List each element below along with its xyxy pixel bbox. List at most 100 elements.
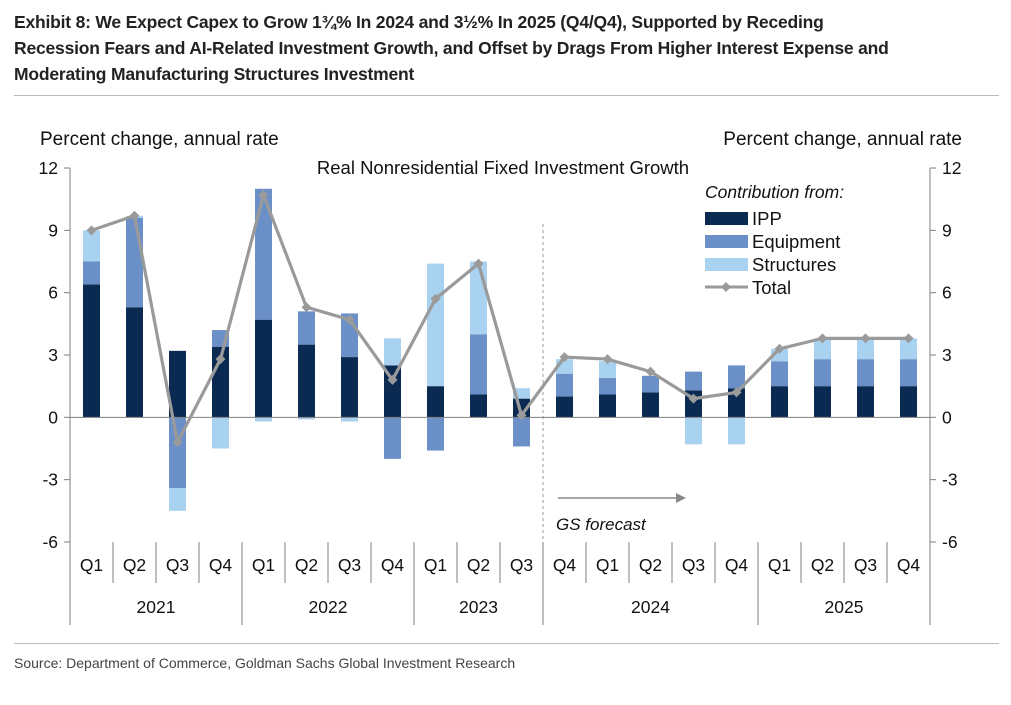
y-tick-label-left-5: -3 — [42, 470, 58, 490]
bottom-divider — [14, 643, 999, 644]
bar-equipment-18 — [857, 359, 874, 387]
exhibit-title-line-1: Exhibit 8: We Expect Capex to Grow 1¾% I… — [14, 12, 824, 32]
forecast-arrow-head — [676, 493, 686, 503]
bar-structures-19 — [900, 338, 917, 360]
bar-structures-10 — [513, 388, 530, 399]
legend-label-structures: Structures — [752, 254, 836, 275]
bar-ipp-4 — [255, 319, 272, 418]
bar-ipp-19 — [900, 386, 917, 418]
y-axis-label-right: Percent change, annual rate — [723, 129, 962, 150]
forecast-label: GS forecast — [556, 515, 647, 534]
source-note: Source: Department of Commerce, Goldman … — [14, 655, 516, 671]
legend-swatch-ipp — [705, 212, 748, 225]
x-cat-label-10: Q3 — [510, 555, 533, 575]
total-point-7 — [387, 374, 398, 385]
x-cat-label-7: Q4 — [381, 555, 405, 575]
bar-structures-2 — [169, 487, 186, 511]
y-tick-label-right-5: -3 — [942, 470, 958, 490]
bar-ipp-16 — [771, 386, 788, 418]
bar-equipment-12 — [599, 377, 616, 395]
x-cat-label-16: Q1 — [768, 555, 791, 575]
bar-equipment-5 — [298, 311, 315, 345]
y-tick-label-left-0: 12 — [39, 158, 58, 178]
bar-structures-6 — [341, 417, 358, 422]
bar-equipment-8 — [427, 417, 444, 451]
total-point-13 — [645, 366, 656, 377]
bar-equipment-10 — [513, 417, 530, 447]
x-cat-label-15: Q4 — [725, 555, 749, 575]
exhibit-title-line-2: Recession Fears and AI-Related Investmen… — [14, 38, 889, 58]
bar-ipp-11 — [556, 396, 573, 418]
top-divider — [14, 95, 999, 96]
bar-structures-5 — [298, 417, 315, 420]
total-point-6 — [344, 314, 355, 325]
bar-ipp-12 — [599, 394, 616, 418]
bar-ipp-15 — [728, 388, 745, 418]
total-point-19 — [903, 333, 914, 344]
x-cat-label-2: Q3 — [166, 555, 189, 575]
total-point-5 — [301, 302, 312, 313]
total-point-11 — [559, 352, 570, 363]
total-point-10 — [516, 410, 527, 421]
x-cat-label-5: Q2 — [295, 555, 318, 575]
y-tick-label-right-6: -6 — [942, 532, 958, 552]
legend-label-total: Total — [752, 277, 791, 298]
bar-structures-8 — [427, 263, 444, 387]
total-point-15 — [731, 387, 742, 398]
bar-equipment-17 — [814, 359, 831, 387]
bar-equipment-11 — [556, 373, 573, 397]
bar-ipp-1 — [126, 307, 143, 418]
bar-structures-7 — [384, 338, 401, 366]
y-tick-label-left-3: 3 — [48, 345, 58, 365]
bar-structures-0 — [83, 230, 100, 262]
y-tick-label-right-4: 0 — [942, 407, 952, 427]
x-cat-label-6: Q3 — [338, 555, 361, 575]
bar-ipp-13 — [642, 392, 659, 418]
bar-ipp-9 — [470, 394, 487, 418]
bar-equipment-4 — [255, 188, 272, 320]
total-point-14 — [688, 393, 699, 404]
x-cat-label-9: Q2 — [467, 555, 490, 575]
bar-ipp-8 — [427, 386, 444, 418]
y-tick-label-right-3: 3 — [942, 345, 952, 365]
chart-title: Real Nonresidential Fixed Investment Gro… — [317, 157, 689, 178]
bar-structures-17 — [814, 338, 831, 360]
y-tick-label-left-6: -6 — [42, 532, 58, 552]
x-cat-label-14: Q3 — [682, 555, 705, 575]
x-cat-label-13: Q2 — [639, 555, 662, 575]
y-tick-label-left-1: 9 — [48, 220, 58, 240]
bar-ipp-18 — [857, 386, 874, 418]
bar-ipp-2 — [169, 350, 186, 418]
bar-equipment-1 — [126, 217, 143, 308]
total-point-0 — [86, 225, 97, 236]
bar-structures-12 — [599, 361, 616, 378]
total-point-12 — [602, 354, 613, 365]
y-axis-label-left: Percent change, annual rate — [40, 129, 279, 150]
bar-structures-15 — [728, 417, 745, 445]
y-tick-label-right-0: 12 — [942, 158, 961, 178]
capex-chart: 12 12 9 9 6 6 3 3 0 0 -3 -3 -6 -6 Percent change, annu… — [39, 129, 962, 625]
bar-equipment-0 — [83, 261, 100, 285]
bar-equipment-9 — [470, 334, 487, 395]
bar-equipment-19 — [900, 359, 917, 387]
total-point-9 — [473, 258, 484, 269]
bar-structures-9 — [470, 261, 487, 335]
total-point-1 — [129, 210, 140, 221]
x-cat-label-4: Q1 — [252, 555, 275, 575]
total-line — [90, 193, 909, 444]
exhibit-title-line-3: Moderating Manufacturing Structures Inve… — [14, 64, 415, 84]
bar-structures-4 — [255, 417, 272, 422]
legend-label-ipp: IPP — [752, 208, 782, 229]
y-tick-label-right-1: 9 — [942, 220, 952, 240]
x-year-label-2022: 2022 — [309, 597, 348, 617]
x-cat-label-0: Q1 — [80, 555, 103, 575]
x-cat-label-17: Q2 — [811, 555, 834, 575]
bar-ipp-0 — [83, 284, 100, 418]
x-cat-label-3: Q4 — [209, 555, 233, 575]
bar-equipment-15 — [728, 365, 745, 389]
bar-equipment-7 — [384, 417, 401, 459]
bar-ipp-7 — [384, 365, 401, 418]
bar-structures-18 — [857, 338, 874, 360]
x-cat-label-1: Q2 — [123, 555, 146, 575]
bar-equipment-13 — [642, 375, 659, 393]
